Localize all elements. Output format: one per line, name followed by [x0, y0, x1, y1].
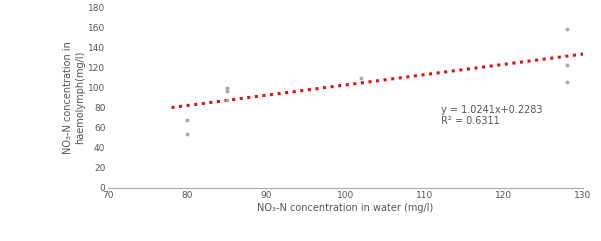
- Point: [222, 86, 232, 89]
- Y-axis label: NO₃-N concentration in
haemolymph(mg/l): NO₃-N concentration in haemolymph(mg/l): [63, 41, 85, 154]
- X-axis label: NO₃-N concentration in water (mg/l): NO₃-N concentration in water (mg/l): [257, 202, 434, 213]
- Point: [356, 76, 366, 80]
- Point: [183, 118, 192, 122]
- Point: [183, 132, 192, 136]
- Point: [563, 64, 572, 67]
- Point: [563, 80, 572, 83]
- Point: [222, 98, 232, 101]
- Point: [222, 89, 232, 93]
- Text: y = 1.0241x+0.2283
R² = 0.6311: y = 1.0241x+0.2283 R² = 0.6311: [441, 105, 542, 127]
- Point: [563, 27, 572, 31]
